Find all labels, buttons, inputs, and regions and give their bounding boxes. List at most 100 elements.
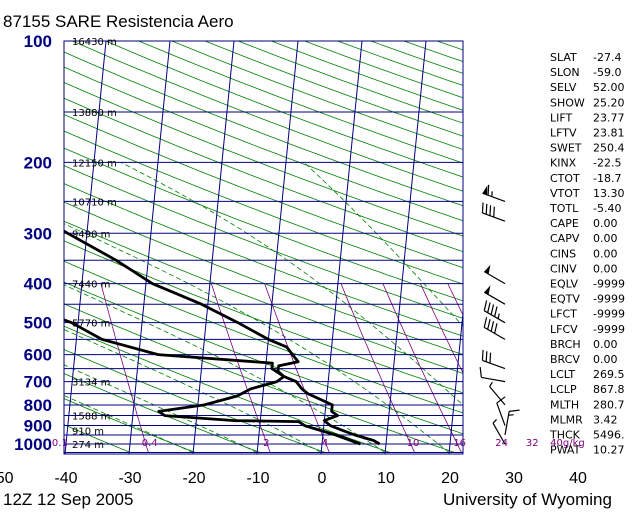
height-label: 9490 m <box>72 229 110 240</box>
dry-adiabat <box>64 97 463 253</box>
wind-barb <box>496 396 506 426</box>
index-key: SLAT <box>550 51 577 64</box>
isotherm <box>448 307 463 454</box>
temperature-tick-label: -10 <box>246 470 269 487</box>
isotherm <box>384 41 427 454</box>
dry-adiabat <box>64 183 463 337</box>
index-key: CINV <box>550 262 577 275</box>
index-value: 280.7 <box>593 398 625 411</box>
index-key: SHOW <box>550 96 585 109</box>
dry-adiabat <box>64 66 463 222</box>
mixing-ratio-label: 0.4 <box>142 438 158 449</box>
index-key: TOTL <box>549 202 579 215</box>
mixing-ratio-line <box>382 283 462 453</box>
wind-barb <box>483 264 506 285</box>
index-value: -22.5 <box>593 157 621 170</box>
dry-adiabat <box>64 201 463 355</box>
plot-frame <box>63 40 464 455</box>
index-value: -9999 <box>593 323 625 336</box>
pressure-tick-label: 700 <box>24 373 52 392</box>
mixing-ratio-label: 32 <box>526 438 539 449</box>
temperature-tick-label: 20 <box>441 470 459 487</box>
diagram-grid <box>1 41 463 454</box>
dry-adiabat <box>64 51 463 207</box>
dry-adiabat <box>64 82 463 237</box>
index-value: 0.00 <box>593 247 618 260</box>
height-label: 5770 m <box>72 319 110 330</box>
height-label: 13880 m <box>72 108 117 119</box>
dry-adiabat <box>64 281 463 435</box>
temperature-tick-label: -30 <box>118 470 141 487</box>
mixing-ratio-label: 16 <box>453 438 466 449</box>
index-key: SWET <box>550 142 582 155</box>
pressure-tick-label: 300 <box>24 224 52 243</box>
index-value: 250.4 <box>593 142 625 155</box>
sounding-datetime: 12Z 12 Sep 2005 <box>3 490 133 509</box>
dry-adiabat <box>64 240 463 394</box>
isotherm <box>320 41 363 454</box>
dry-adiabat <box>64 303 456 453</box>
stability-indices-table: SLAT -27.4 SLON -59.0 SELV 52.00 SHOW 25.20 LIFT… <box>549 51 625 457</box>
index-value: -27.4 <box>593 51 621 64</box>
mixing-ratio-label: 0.1 <box>52 438 68 449</box>
index-value: -59.0 <box>593 66 621 79</box>
mixing-ratio-line <box>420 283 463 374</box>
isotherm <box>256 41 299 454</box>
temperature-tick-label: -40 <box>54 470 77 487</box>
sounding-profiles <box>64 229 381 446</box>
index-value: 269.5 <box>593 368 625 381</box>
index-key: VTOT <box>550 187 580 200</box>
isotherm <box>64 41 107 454</box>
mixing-ratio-label: 40g/kg <box>550 438 585 449</box>
dry-adiabat <box>64 147 463 302</box>
mixing-ratio-label: 2 <box>263 438 269 449</box>
index-value: 0.00 <box>593 232 618 245</box>
wind-barb <box>504 409 520 436</box>
wind-barbs <box>479 184 520 445</box>
index-key: BRCH <box>550 338 581 351</box>
index-value: 3.42 <box>593 413 618 426</box>
moist-adiabat <box>303 162 463 327</box>
index-value: 0.00 <box>593 338 618 351</box>
index-key: LFCV <box>550 323 578 336</box>
dry-adiabat <box>64 325 391 453</box>
index-value: 0.00 <box>593 217 618 230</box>
pressure-tick-label: 200 <box>24 153 52 172</box>
wind-barb <box>482 184 506 202</box>
index-key: CAPE <box>550 217 579 230</box>
pressure-tick-label: 500 <box>24 314 52 333</box>
mixing-ratio-line <box>100 283 149 453</box>
isotherm <box>1 41 42 454</box>
dry-adiabat <box>64 220 463 374</box>
index-key: CAPV <box>550 232 580 245</box>
dry-adiabat <box>64 424 131 453</box>
station-title: 87155 SARE Resistencia Aero <box>3 12 234 31</box>
index-key: MLTH <box>550 398 579 411</box>
wind-barb <box>481 349 506 370</box>
moist-adiabat <box>120 161 463 406</box>
height-label: 910 m <box>72 426 104 437</box>
index-value: 13.30 <box>593 187 625 200</box>
height-label: 10710 m <box>72 197 117 208</box>
temperature-tick-label: 40 <box>569 470 587 487</box>
data-source: University of Wyoming <box>443 490 612 509</box>
index-value: 23.81 <box>593 127 625 140</box>
index-value: 23.77 <box>593 111 625 124</box>
dry-adiabat <box>64 373 261 453</box>
pressure-tick-label: 800 <box>24 396 52 415</box>
index-key: EQLV <box>550 278 579 291</box>
index-key: MLMR <box>550 413 583 426</box>
temperature-tick-label: 10 <box>377 470 395 487</box>
index-value: 0.00 <box>593 262 618 275</box>
index-value: 5496. <box>593 429 625 442</box>
index-value: -9999 <box>593 308 625 321</box>
index-value: -18.7 <box>593 172 621 185</box>
index-key: LFCT <box>550 308 577 321</box>
index-key: SLON <box>550 66 580 79</box>
mixing-ratio-line <box>340 283 415 453</box>
isotherm <box>192 41 235 454</box>
wind-barb <box>489 381 506 406</box>
pressure-tick-label: 1000 <box>14 435 52 454</box>
index-key: LIFT <box>550 111 573 124</box>
